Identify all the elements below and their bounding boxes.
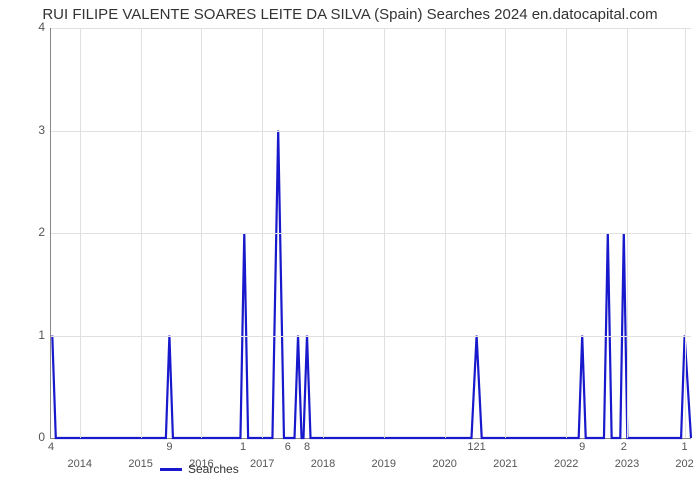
grid-line-vertical <box>384 28 385 438</box>
chart-title: RUI FILIPE VALENTE SOARES LEITE DA SILVA… <box>0 0 700 23</box>
value-annotation: 1 <box>240 441 246 453</box>
value-annotation: 1 <box>682 441 688 453</box>
x-axis-year-label: 2014 <box>68 458 92 470</box>
value-annotation: 121 <box>467 441 485 453</box>
grid-line-vertical <box>445 28 446 438</box>
grid-line-vertical <box>201 28 202 438</box>
grid-line-horizontal <box>51 336 691 337</box>
legend-label: Searches <box>188 462 239 476</box>
grid-line-vertical <box>566 28 567 438</box>
grid-line-horizontal <box>51 131 691 132</box>
grid-line-horizontal <box>51 28 691 29</box>
value-annotation: 4 <box>48 441 54 453</box>
legend-swatch <box>160 468 182 471</box>
y-axis-label: 3 <box>5 123 45 137</box>
plot-area: 0123420142015201620172018201920202021202… <box>50 28 691 439</box>
value-annotation: 8 <box>304 441 310 453</box>
y-axis-label: 0 <box>5 430 45 444</box>
grid-line-vertical <box>262 28 263 438</box>
grid-line-vertical <box>685 28 686 438</box>
value-annotation: 9 <box>579 441 585 453</box>
x-axis-year-label: 2019 <box>372 458 396 470</box>
grid-line-vertical <box>80 28 81 438</box>
x-axis-year-label: 2020 <box>432 458 456 470</box>
legend: Searches <box>160 462 239 476</box>
grid-line-vertical <box>323 28 324 438</box>
grid-line-horizontal <box>51 233 691 234</box>
x-axis-year-label: 2015 <box>128 458 152 470</box>
x-axis-year-label: 202 <box>675 458 693 470</box>
grid-line-vertical <box>141 28 142 438</box>
x-axis-year-label: 2023 <box>615 458 639 470</box>
value-annotation: 2 <box>621 441 627 453</box>
x-axis-year-label: 2017 <box>250 458 274 470</box>
grid-line-vertical <box>627 28 628 438</box>
value-annotation: 9 <box>166 441 172 453</box>
grid-line-vertical <box>505 28 506 438</box>
y-axis-label: 2 <box>5 225 45 239</box>
y-axis-label: 4 <box>5 20 45 34</box>
x-axis-year-label: 2022 <box>554 458 578 470</box>
y-axis-label: 1 <box>5 328 45 342</box>
value-annotation: 6 <box>285 441 291 453</box>
x-axis-year-label: 2021 <box>493 458 517 470</box>
x-axis-year-label: 2018 <box>311 458 335 470</box>
chart-container: RUI FILIPE VALENTE SOARES LEITE DA SILVA… <box>0 0 700 500</box>
